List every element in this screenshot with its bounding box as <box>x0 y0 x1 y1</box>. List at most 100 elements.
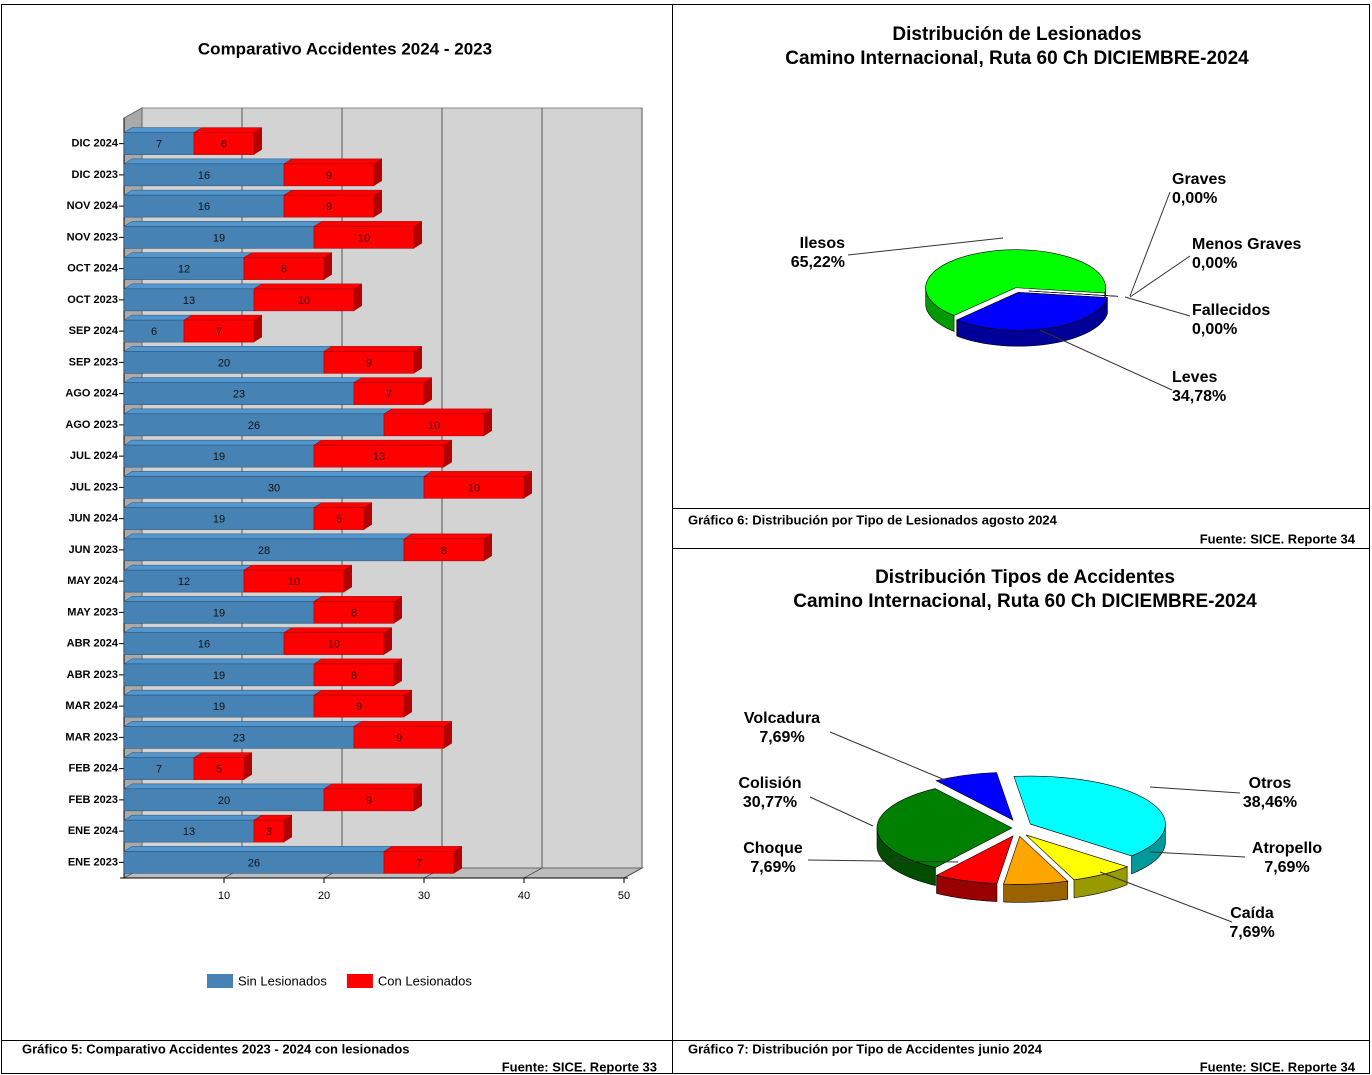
slice-label: Leves <box>1172 369 1217 386</box>
bar-side <box>384 627 392 655</box>
source: Fuente: SICE. Reporte 34 <box>1200 531 1356 546</box>
pie-slice <box>925 249 1106 316</box>
bar-top <box>123 439 323 446</box>
slice-label: Ilesos <box>800 235 845 252</box>
y-tick-label: JUN 2024 <box>68 513 118 525</box>
bar-side <box>254 315 262 343</box>
bar-side <box>404 690 412 718</box>
y-tick-label: JUL 2023 <box>70 481 118 493</box>
bar-side <box>374 158 382 186</box>
data-label: 8 <box>351 670 357 682</box>
y-tick-label: OCT 2024 <box>67 263 119 275</box>
data-label: 10 <box>358 232 370 244</box>
data-label: 20 <box>218 795 230 807</box>
y-tick-label: DIC 2024 <box>72 138 119 150</box>
slice-value: 0,00% <box>1192 321 1237 338</box>
pie-slice <box>876 788 1013 868</box>
bar-top <box>123 658 323 665</box>
bar-top <box>313 502 373 508</box>
y-tick-label: MAY 2024 <box>67 575 119 587</box>
bar-top <box>403 533 493 540</box>
data-label: 13 <box>183 826 195 838</box>
pie-slice <box>935 772 1014 821</box>
bar-top <box>383 846 463 852</box>
bar-top <box>323 783 423 790</box>
slice-value: 38,46% <box>1243 794 1297 811</box>
bar-side <box>524 471 532 499</box>
bar-side <box>414 346 422 374</box>
bar-top <box>123 314 193 321</box>
bar-top <box>123 783 333 790</box>
slice-value: 7,69% <box>750 859 795 876</box>
slice-value: 7,69% <box>1229 924 1274 941</box>
chart-title: Distribución Tipos de Accidentes <box>875 567 1175 588</box>
pie-tops <box>876 772 1166 885</box>
data-label: 10 <box>468 482 480 494</box>
bar-top <box>243 564 353 571</box>
data-label: 23 <box>233 732 245 744</box>
bar-top <box>283 158 383 165</box>
data-label: 7 <box>216 326 222 338</box>
y-tick-label: ENE 2024 <box>68 825 119 837</box>
y-tick-label: MAR 2023 <box>65 731 118 743</box>
legend-label: Con Lesionados <box>378 973 472 988</box>
data-label: 13 <box>373 451 385 463</box>
slice-label: Colisión <box>738 775 801 792</box>
bar-side <box>424 377 432 405</box>
bar-top <box>283 627 393 633</box>
slice-label: Volcadura <box>744 710 820 727</box>
slice-label: Fallecidos <box>1192 302 1270 319</box>
data-label: 8 <box>351 607 357 619</box>
bar-top <box>123 814 263 821</box>
bar-top <box>313 658 403 665</box>
data-label: 12 <box>178 264 190 276</box>
bar-side <box>284 815 292 843</box>
legend-swatch <box>207 974 233 988</box>
chart-subtitle: Camino Internacional, Ruta 60 Ch DICIEMB… <box>785 48 1249 69</box>
x-tick-label: 30 <box>418 890 430 902</box>
legend-swatch <box>346 974 373 988</box>
y-tick-label: SEP 2023 <box>69 356 118 368</box>
leader-line <box>1129 191 1171 297</box>
tick-mark <box>523 867 543 879</box>
x-tick-label: 50 <box>618 890 630 902</box>
x-tick-label: 10 <box>218 890 230 902</box>
data-label: 19 <box>213 514 225 526</box>
data-label: 26 <box>248 857 260 869</box>
caption: Gráfico 7: Distribución por Tipo de Acci… <box>688 1041 1043 1056</box>
y-tick-label: FEB 2024 <box>68 763 118 775</box>
leader-line <box>1149 786 1241 794</box>
data-label: 9 <box>326 201 332 213</box>
bar-top <box>123 377 363 383</box>
bar-side <box>354 283 362 311</box>
data-label: 12 <box>178 576 190 588</box>
bar-side <box>454 846 462 874</box>
data-label: 30 <box>268 482 280 494</box>
leader-line <box>1039 329 1173 391</box>
bar-top <box>423 471 533 477</box>
pie-sides <box>876 824 1166 903</box>
bar-side <box>414 783 422 811</box>
bar-side <box>254 127 262 155</box>
bar-top <box>123 846 393 852</box>
pie-slice <box>935 835 1014 884</box>
leader-line <box>1099 871 1233 923</box>
legend-label: Sin Lesionados <box>238 973 327 988</box>
bar-top <box>123 283 263 290</box>
pie-slice <box>1013 775 1166 857</box>
data-label: 7 <box>416 857 422 869</box>
y-tick-label: MAR 2024 <box>65 700 118 712</box>
data-label: 19 <box>213 607 225 619</box>
data-label: 10 <box>288 576 300 588</box>
slice-label: Atropello <box>1252 840 1322 857</box>
bar-top <box>123 564 253 571</box>
chart-subtitle: Camino Internacional, Ruta 60 Ch DICIEMB… <box>793 591 1257 612</box>
y-tick-label: ABR 2023 <box>67 669 118 681</box>
bar-top <box>313 221 423 227</box>
y-tick-label: JUL 2024 <box>70 450 119 462</box>
bar-top <box>123 721 363 727</box>
data-label: 19 <box>213 670 225 682</box>
slice-label: Menos Graves <box>1192 236 1301 253</box>
slice-label: Caída <box>1230 905 1274 922</box>
